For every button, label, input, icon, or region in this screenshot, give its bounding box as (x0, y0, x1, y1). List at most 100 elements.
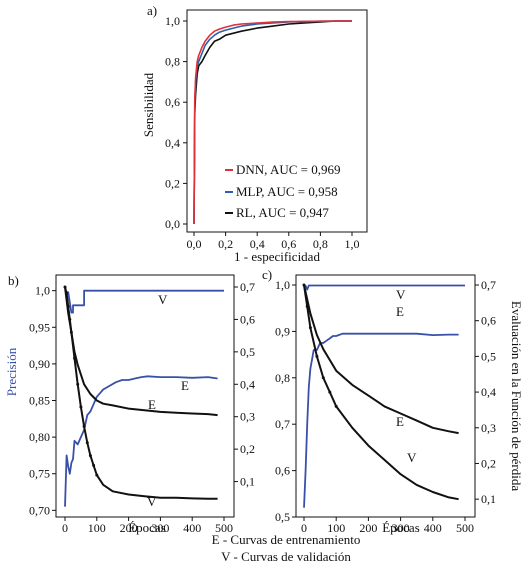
panel-b-loss-val-marker (92, 463, 96, 467)
panel-b-label-e-precision: E (181, 378, 189, 393)
panel-a-ticks: 0,0 0,2 0,4 0,6 0,8 1,0 0,0 0,2 0,4 0,6 0,8 1,0 (165, 14, 360, 251)
panel-b-ticks: 0 100 200 300 400 500 0,70 0,75 0,80 0,85 0,90 0,95… (29, 280, 255, 535)
footnote-train: E - Curvas de entrenamiento (212, 532, 361, 547)
panel-c-loss-val-marker (321, 376, 325, 380)
panel-c-xtick-label: 300 (392, 521, 410, 535)
panel-b-xtick-label: 300 (151, 521, 169, 535)
panel-b-loss-val-marker (63, 285, 67, 289)
panel-c-ticks: 0 100 200 300 400 500 0,5 0,6 0,7 0,8 0,9 1,0 0,1 0,2… (275, 278, 496, 535)
panel-a-label: a) (147, 3, 157, 18)
panel-a-ytick-label: 0,0 (165, 217, 180, 231)
panel-c-precision-val-line (304, 284, 465, 291)
panel-c-loss-val-marker (315, 354, 319, 358)
panel-b-loss-val-marker (69, 330, 73, 334)
panel-b-loss-val-marker (79, 405, 83, 409)
panel-b-ytick-right-label: 0,5 (240, 345, 255, 359)
panel-b-loss-val-marker (88, 454, 92, 458)
panel-b-loss-val-marker (68, 317, 72, 321)
panel-c-loss-val-marker (334, 404, 338, 408)
panel-b-ytick-left-label: 0,95 (29, 320, 50, 334)
panel-b-frame (55, 274, 235, 518)
panel-c-label-e-precision: E (396, 304, 404, 319)
panel-b-precision-val-line (65, 289, 224, 314)
panel-b-loss-val-line (64, 286, 218, 500)
panel-c-xtick-label: 0 (301, 521, 307, 535)
panel-c-label-v-precision: V (396, 287, 406, 302)
panel-c-xtick-label: 100 (327, 521, 345, 535)
panel-b-ytick-left-label: 0,85 (29, 394, 50, 408)
panel-c-ylabel: Evaluación en la Función de pérdida (509, 301, 524, 491)
panel-b-loss-val-marker (73, 356, 76, 360)
panel-b-ytick-left-label: 0,80 (29, 430, 50, 444)
panel-b-ytick-left-label: 1,0 (35, 284, 50, 298)
panel-b-xtick-label: 100 (88, 521, 106, 535)
panel-b-curves (63, 285, 224, 507)
footnote-val: V - Curvas de validación (221, 549, 351, 564)
panel-c-label: c) (262, 267, 272, 282)
panel-c-ytick-right-label: 0,6 (481, 314, 496, 328)
roc-curve (193, 20, 352, 225)
panel-b-ytick-right-label: 0,4 (240, 377, 255, 391)
panel-c-ytick-left-label: 0,9 (275, 324, 290, 338)
panel-c-xlabel: Épocas (382, 520, 420, 535)
panel-a-xlabel: 1 - especificidad (234, 249, 320, 264)
panel-b-xtick-label: 400 (183, 521, 201, 535)
panel-c-loss-val-marker (305, 304, 309, 308)
panel-a-curves (193, 20, 352, 225)
legend-label-rl: RL, AUC = 0,947 (236, 205, 329, 220)
panel-b-xtick-label: 200 (120, 521, 138, 535)
panel-c-loss-train-line (303, 284, 459, 435)
legend-label-dnn: DNN, AUC = 0,969 (236, 162, 340, 177)
panel-b-ytick-left-label: 0,70 (29, 503, 50, 517)
panel-a: a) 0,0 0,2 0,4 0,6 0,8 1,00,00,20,40,60,81,0 … (141, 3, 368, 264)
panel-b-xtick-label: 500 (215, 521, 233, 535)
panel-b-precision-train-line (64, 375, 218, 507)
panel-a-ytick-label: 0,2 (165, 176, 180, 190)
panel-b-loss-val-marker (95, 473, 99, 477)
panel-b-label-v-precision: V (158, 292, 168, 307)
panel-b-ytick-left-label: 0,75 (29, 467, 50, 481)
panel-c-xtick-label: 400 (424, 521, 442, 535)
panel-c-loss-val-marker (308, 326, 312, 330)
panel-b-loss-val-marker (65, 292, 69, 295)
panel-c-frame (295, 274, 476, 518)
panel-c-loss-val-marker (328, 390, 332, 394)
panel-c-xtick-label: 200 (359, 521, 377, 535)
panel-b-ytick-right-label: 0,3 (240, 410, 255, 424)
panel-b-label-v-loss: V (147, 494, 157, 509)
panel-b-label-e-loss: E (148, 397, 156, 412)
panel-c-ytick-right-label: 0,1 (481, 492, 496, 506)
panel-b-ytick-left-label: 0,90 (29, 357, 50, 371)
panel-c-loss-val-line (303, 284, 459, 501)
panel-a-xtick-label: 0,6 (281, 237, 296, 251)
panel-c-ytick-left-label: 0,7 (275, 417, 290, 431)
panel-b: b) 0 100 200 300 400 5000,700,750,800,850,900… (4, 273, 255, 535)
panel-a-ytick-label: 1,0 (165, 14, 180, 28)
panel-a-xtick-label: 0,2 (218, 237, 233, 251)
panel-c-ytick-right-label: 0,7 (481, 278, 496, 292)
panel-a-ytick-label: 0,8 (165, 55, 180, 69)
panel-b-xlabel: Épocas (128, 520, 166, 535)
panel-c-loss-val-marker (302, 283, 306, 287)
panel-b-ylabel: Precisión (4, 347, 19, 396)
panel-a-ytick-label: 0,4 (165, 136, 180, 150)
panel-c-ytick-right-label: 0,4 (481, 385, 496, 399)
panel-c-ytick-left-label: 0,6 (275, 464, 290, 478)
panel-c-ytick-right-label: 0,2 (481, 456, 496, 470)
panel-c: c) 0 100 200 300 400 500 0,5 0,6 0,7 0,8 0,9 1,0 0,1… (262, 267, 524, 535)
panel-c-label-e-loss: E (396, 414, 404, 429)
panel-b-ytick-right-label: 0,1 (240, 475, 255, 489)
panel-c-label-v-loss: V (407, 450, 417, 465)
panel-a-legend: DNN, AUC = 0,969 MLP, AUC = 0,958 RL, AU… (225, 162, 340, 220)
panel-c-ytick-right-label: 0,5 (481, 349, 496, 363)
panel-a-ytick-label: 0,6 (165, 95, 180, 109)
panel-a-frame (186, 9, 368, 233)
panel-b-loss-val-marker (66, 305, 70, 308)
panel-b-loss-val-marker (76, 382, 80, 386)
panel-b-label: b) (8, 273, 19, 288)
panel-a-xtick-label: 1,0 (345, 237, 360, 251)
panel-b-loss-val-marker (85, 441, 89, 445)
panel-b-ytick-right-label: 0,6 (240, 312, 255, 326)
panel-b-loss-val-marker (82, 424, 86, 428)
panel-b-xtick-label: 0 (62, 521, 68, 535)
